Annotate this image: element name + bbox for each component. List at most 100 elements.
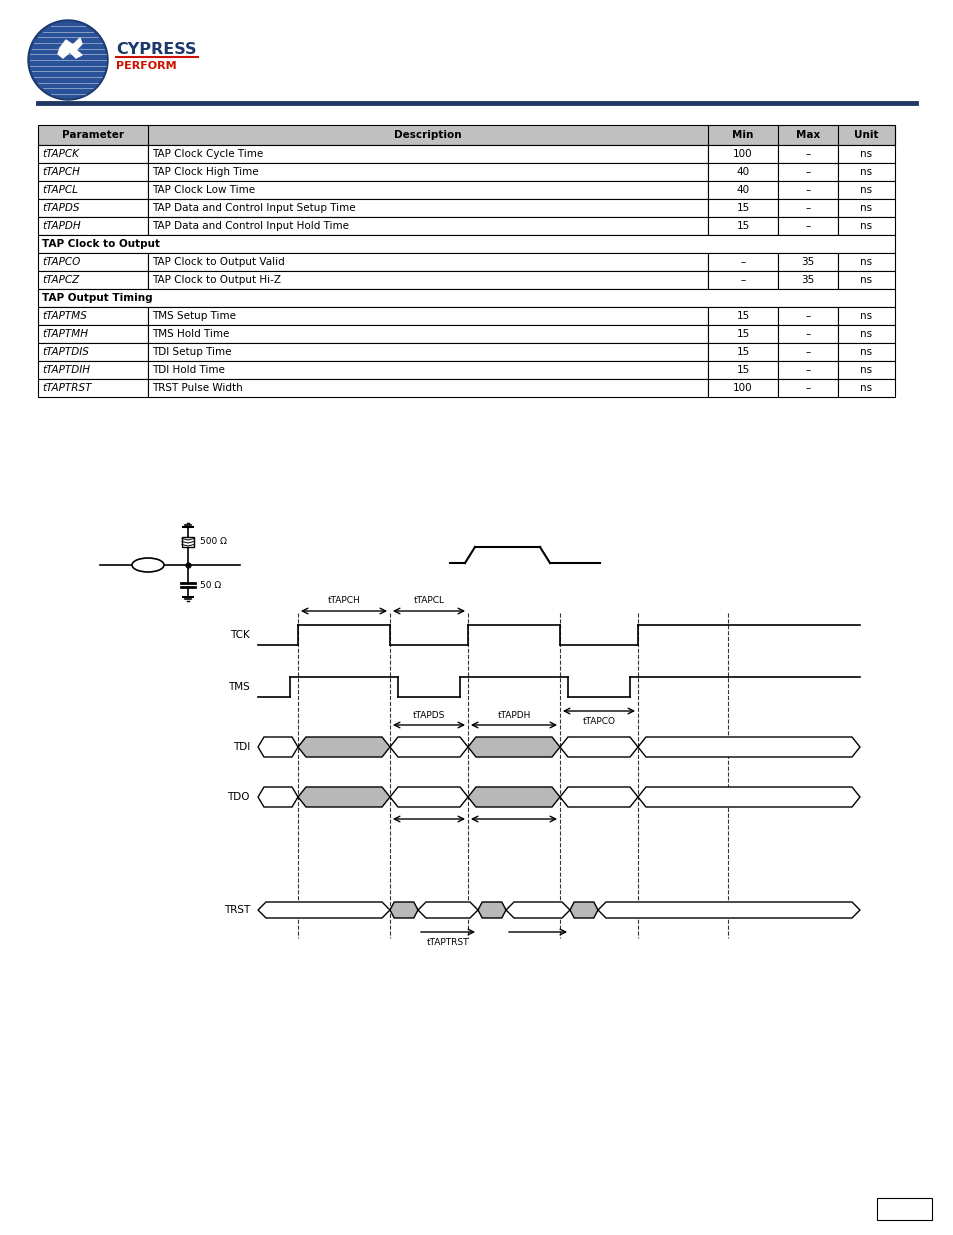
Text: Description: Description	[394, 130, 461, 140]
Bar	[38, 343, 148, 361]
Polygon shape	[297, 737, 390, 757]
Text: ns: ns	[860, 329, 872, 338]
Text: 15: 15	[736, 347, 749, 357]
Bar	[778, 163, 837, 182]
Bar	[707, 308, 778, 325]
Text: TDO: TDO	[227, 792, 250, 802]
Bar	[38, 325, 148, 343]
Bar	[38, 253, 148, 270]
Text: –: –	[804, 167, 810, 177]
Polygon shape	[297, 787, 390, 806]
Text: 15: 15	[736, 203, 749, 212]
Text: TAP Clock to Output Valid: TAP Clock to Output Valid	[152, 257, 284, 267]
Text: 500 Ω: 500 Ω	[200, 537, 227, 547]
Text: ns: ns	[860, 311, 872, 321]
Bar	[837, 379, 894, 396]
Text: 15: 15	[736, 221, 749, 231]
Text: CYPRESS: CYPRESS	[116, 42, 196, 58]
Text: –: –	[804, 203, 810, 212]
Polygon shape	[559, 737, 638, 757]
Bar	[778, 199, 837, 217]
Text: tTAPCH: tTAPCH	[327, 597, 360, 605]
Text: ns: ns	[860, 149, 872, 159]
Text: ns: ns	[860, 383, 872, 393]
Text: TAP Data and Control Input Setup Time: TAP Data and Control Input Setup Time	[152, 203, 355, 212]
Polygon shape	[417, 902, 477, 918]
Bar	[148, 199, 707, 217]
Text: tTAPCL: tTAPCL	[42, 185, 78, 195]
Text: tTAPTMH: tTAPTMH	[42, 329, 88, 338]
Text: –: –	[804, 383, 810, 393]
Text: TAP Clock High Time: TAP Clock High Time	[152, 167, 258, 177]
Text: –: –	[804, 185, 810, 195]
Text: 35: 35	[801, 275, 814, 285]
Polygon shape	[505, 902, 569, 918]
Bar	[148, 163, 707, 182]
Polygon shape	[257, 902, 390, 918]
Text: TDI Setup Time: TDI Setup Time	[152, 347, 232, 357]
Bar	[778, 379, 837, 396]
Text: tTAPDS: tTAPDS	[413, 711, 445, 720]
Bar	[837, 182, 894, 199]
Text: TRST: TRST	[224, 905, 250, 915]
Bar	[778, 217, 837, 235]
Polygon shape	[257, 787, 297, 806]
Polygon shape	[638, 737, 859, 757]
Bar	[837, 144, 894, 163]
Bar	[778, 308, 837, 325]
Text: tTAPCH: tTAPCH	[42, 167, 80, 177]
Text: ns: ns	[860, 275, 872, 285]
Text: TMS: TMS	[228, 682, 250, 692]
Bar	[837, 325, 894, 343]
Polygon shape	[468, 737, 559, 757]
Text: Parameter: Parameter	[62, 130, 124, 140]
Bar	[148, 144, 707, 163]
Text: PERFORM: PERFORM	[116, 61, 176, 70]
Bar	[148, 182, 707, 199]
Text: tTAPDS: tTAPDS	[42, 203, 79, 212]
Bar	[148, 361, 707, 379]
Bar	[38, 199, 148, 217]
Text: 15: 15	[736, 311, 749, 321]
Text: tTAPCL: tTAPCL	[413, 597, 444, 605]
Text: TAP Clock Low Time: TAP Clock Low Time	[152, 185, 254, 195]
Bar	[38, 289, 894, 308]
Bar	[778, 361, 837, 379]
Text: tTAPTRST: tTAPTRST	[426, 939, 469, 947]
Text: tTAPTDIS: tTAPTDIS	[42, 347, 89, 357]
Text: Unit: Unit	[853, 130, 878, 140]
Bar	[38, 235, 894, 253]
Bar	[148, 270, 707, 289]
Bar	[778, 325, 837, 343]
Text: ns: ns	[860, 203, 872, 212]
Polygon shape	[598, 902, 859, 918]
Bar	[148, 325, 707, 343]
Bar	[148, 253, 707, 270]
Text: tTAPTRST: tTAPTRST	[42, 383, 91, 393]
Text: –: –	[804, 347, 810, 357]
Text: tTAPTMS: tTAPTMS	[42, 311, 87, 321]
Polygon shape	[390, 737, 468, 757]
Bar	[38, 163, 148, 182]
Text: ns: ns	[860, 366, 872, 375]
Text: TAP Clock to Output Hi-Z: TAP Clock to Output Hi-Z	[152, 275, 281, 285]
Bar	[38, 270, 148, 289]
Text: –: –	[804, 221, 810, 231]
Text: 15: 15	[736, 329, 749, 338]
Bar	[38, 144, 148, 163]
Bar	[778, 270, 837, 289]
Text: tTAPDH: tTAPDH	[497, 711, 530, 720]
Text: tTAPCO: tTAPCO	[42, 257, 80, 267]
Text: TDI Hold Time: TDI Hold Time	[152, 366, 225, 375]
Bar	[837, 217, 894, 235]
Text: 40: 40	[736, 167, 749, 177]
Text: 40: 40	[736, 185, 749, 195]
Bar	[38, 361, 148, 379]
Bar	[837, 361, 894, 379]
Text: tTAPDH: tTAPDH	[42, 221, 81, 231]
Text: –: –	[740, 275, 745, 285]
Text: Max: Max	[795, 130, 820, 140]
Text: –: –	[804, 311, 810, 321]
Bar	[837, 199, 894, 217]
Text: –: –	[804, 366, 810, 375]
